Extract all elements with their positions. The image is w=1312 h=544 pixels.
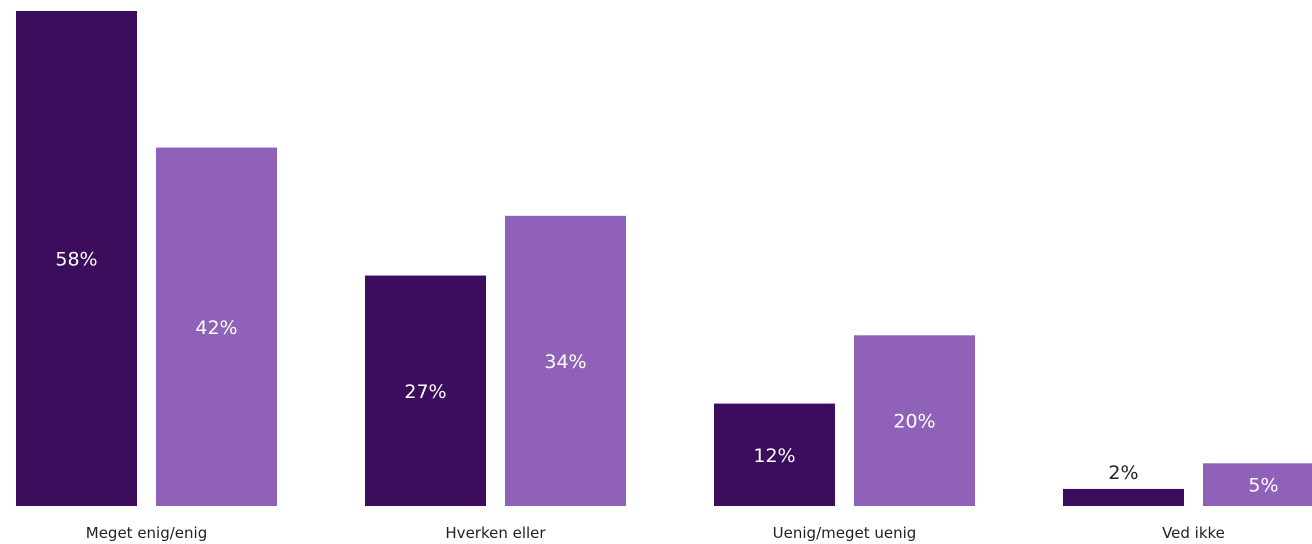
bar-ved-ikke-series-2 — [1203, 463, 1312, 506]
bar-value-label: 20% — [893, 411, 935, 433]
bar-value-label: 27% — [404, 381, 446, 403]
bar-hverken-eller-series-1 — [365, 275, 486, 506]
bar-value-label: 12% — [753, 445, 795, 467]
bar-value-label: 34% — [544, 351, 586, 373]
bar-value-label: 2% — [1108, 462, 1138, 484]
category-label-meget-enig-enig: Meget enig/enig — [86, 524, 207, 542]
category-label-ved-ikke: Ved ikke — [1162, 524, 1225, 542]
bar-value-label: 42% — [195, 317, 237, 339]
category-labels-group: Meget enig/enig Hverken eller Uenig/meget … — [86, 524, 1225, 542]
category-label-hverken-eller: Hverken eller — [445, 524, 546, 542]
bar-value-label: 5% — [1248, 475, 1278, 497]
bar-uenig-meget-uenig-series-2 — [854, 335, 975, 506]
bar-meget-enig-enig-series-2 — [156, 147, 277, 506]
bar-meget-enig-enig-series-1 — [16, 11, 137, 506]
category-label-uenig-meget-uenig: Uenig/meget uenig — [773, 524, 917, 542]
bar-uenig-meget-uenig-series-1 — [714, 403, 835, 506]
bar-hverken-eller-series-2 — [505, 215, 626, 507]
bars-group — [16, 11, 1312, 507]
bar-ved-ikke-series-1 — [1063, 488, 1184, 506]
bar-value-label: 58% — [55, 249, 97, 271]
bar-labels-group: 58% 42% 27% 34% 12% 20% 2% 5% — [55, 249, 1278, 497]
